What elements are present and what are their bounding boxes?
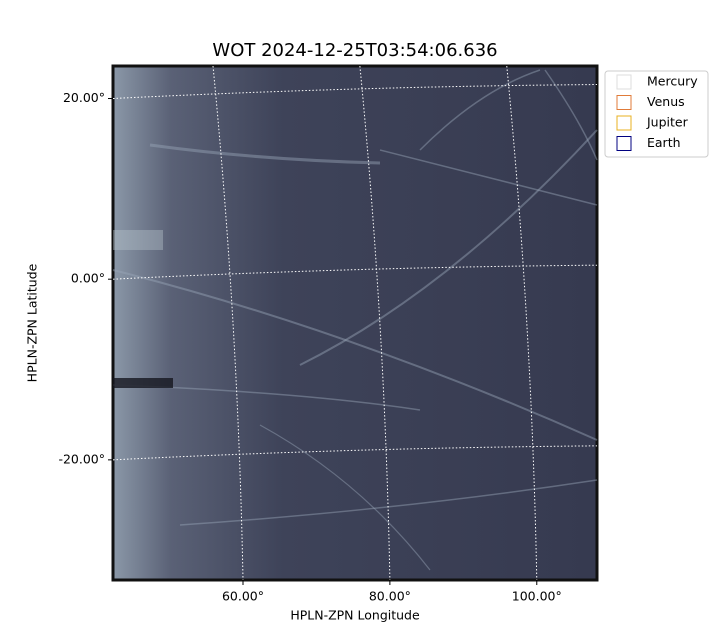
x-axis-label: HPLN-ZPN Longitude: [290, 608, 420, 623]
x-tick-label: 60.00°: [222, 589, 264, 604]
x-tick-label: 80.00°: [369, 589, 411, 604]
y-tick-label: 0.00°: [71, 271, 105, 286]
legend-label: Venus: [647, 94, 685, 109]
grid-line: [112, 84, 598, 100]
legend-swatch: [616, 115, 632, 131]
y-tick-label: -20.00°: [58, 451, 105, 466]
legend-label: Mercury: [647, 74, 698, 89]
grid-line: [359, 65, 391, 581]
legend-swatch: [616, 74, 632, 90]
image: [111, 64, 599, 582]
x-tick-label: 100.00°: [512, 589, 562, 604]
y-tick-label: 20.00°: [63, 90, 105, 105]
y-axis-label: HPLN-ZPN Latitude: [25, 263, 40, 382]
legend-swatch: [616, 95, 632, 110]
legend: Mercury Venus Jupiter Earth: [604, 70, 709, 158]
legend-label: Jupiter: [646, 115, 689, 130]
grid-line: [112, 264, 598, 280]
legend-swatch: [616, 136, 632, 151]
grid-line: [506, 65, 538, 581]
chart-title: WOT 2024-12-25T03:54:06.636: [212, 40, 497, 61]
grid-line: [212, 65, 244, 581]
legend-label: Earth: [647, 135, 681, 150]
grid-line: [112, 445, 598, 461]
